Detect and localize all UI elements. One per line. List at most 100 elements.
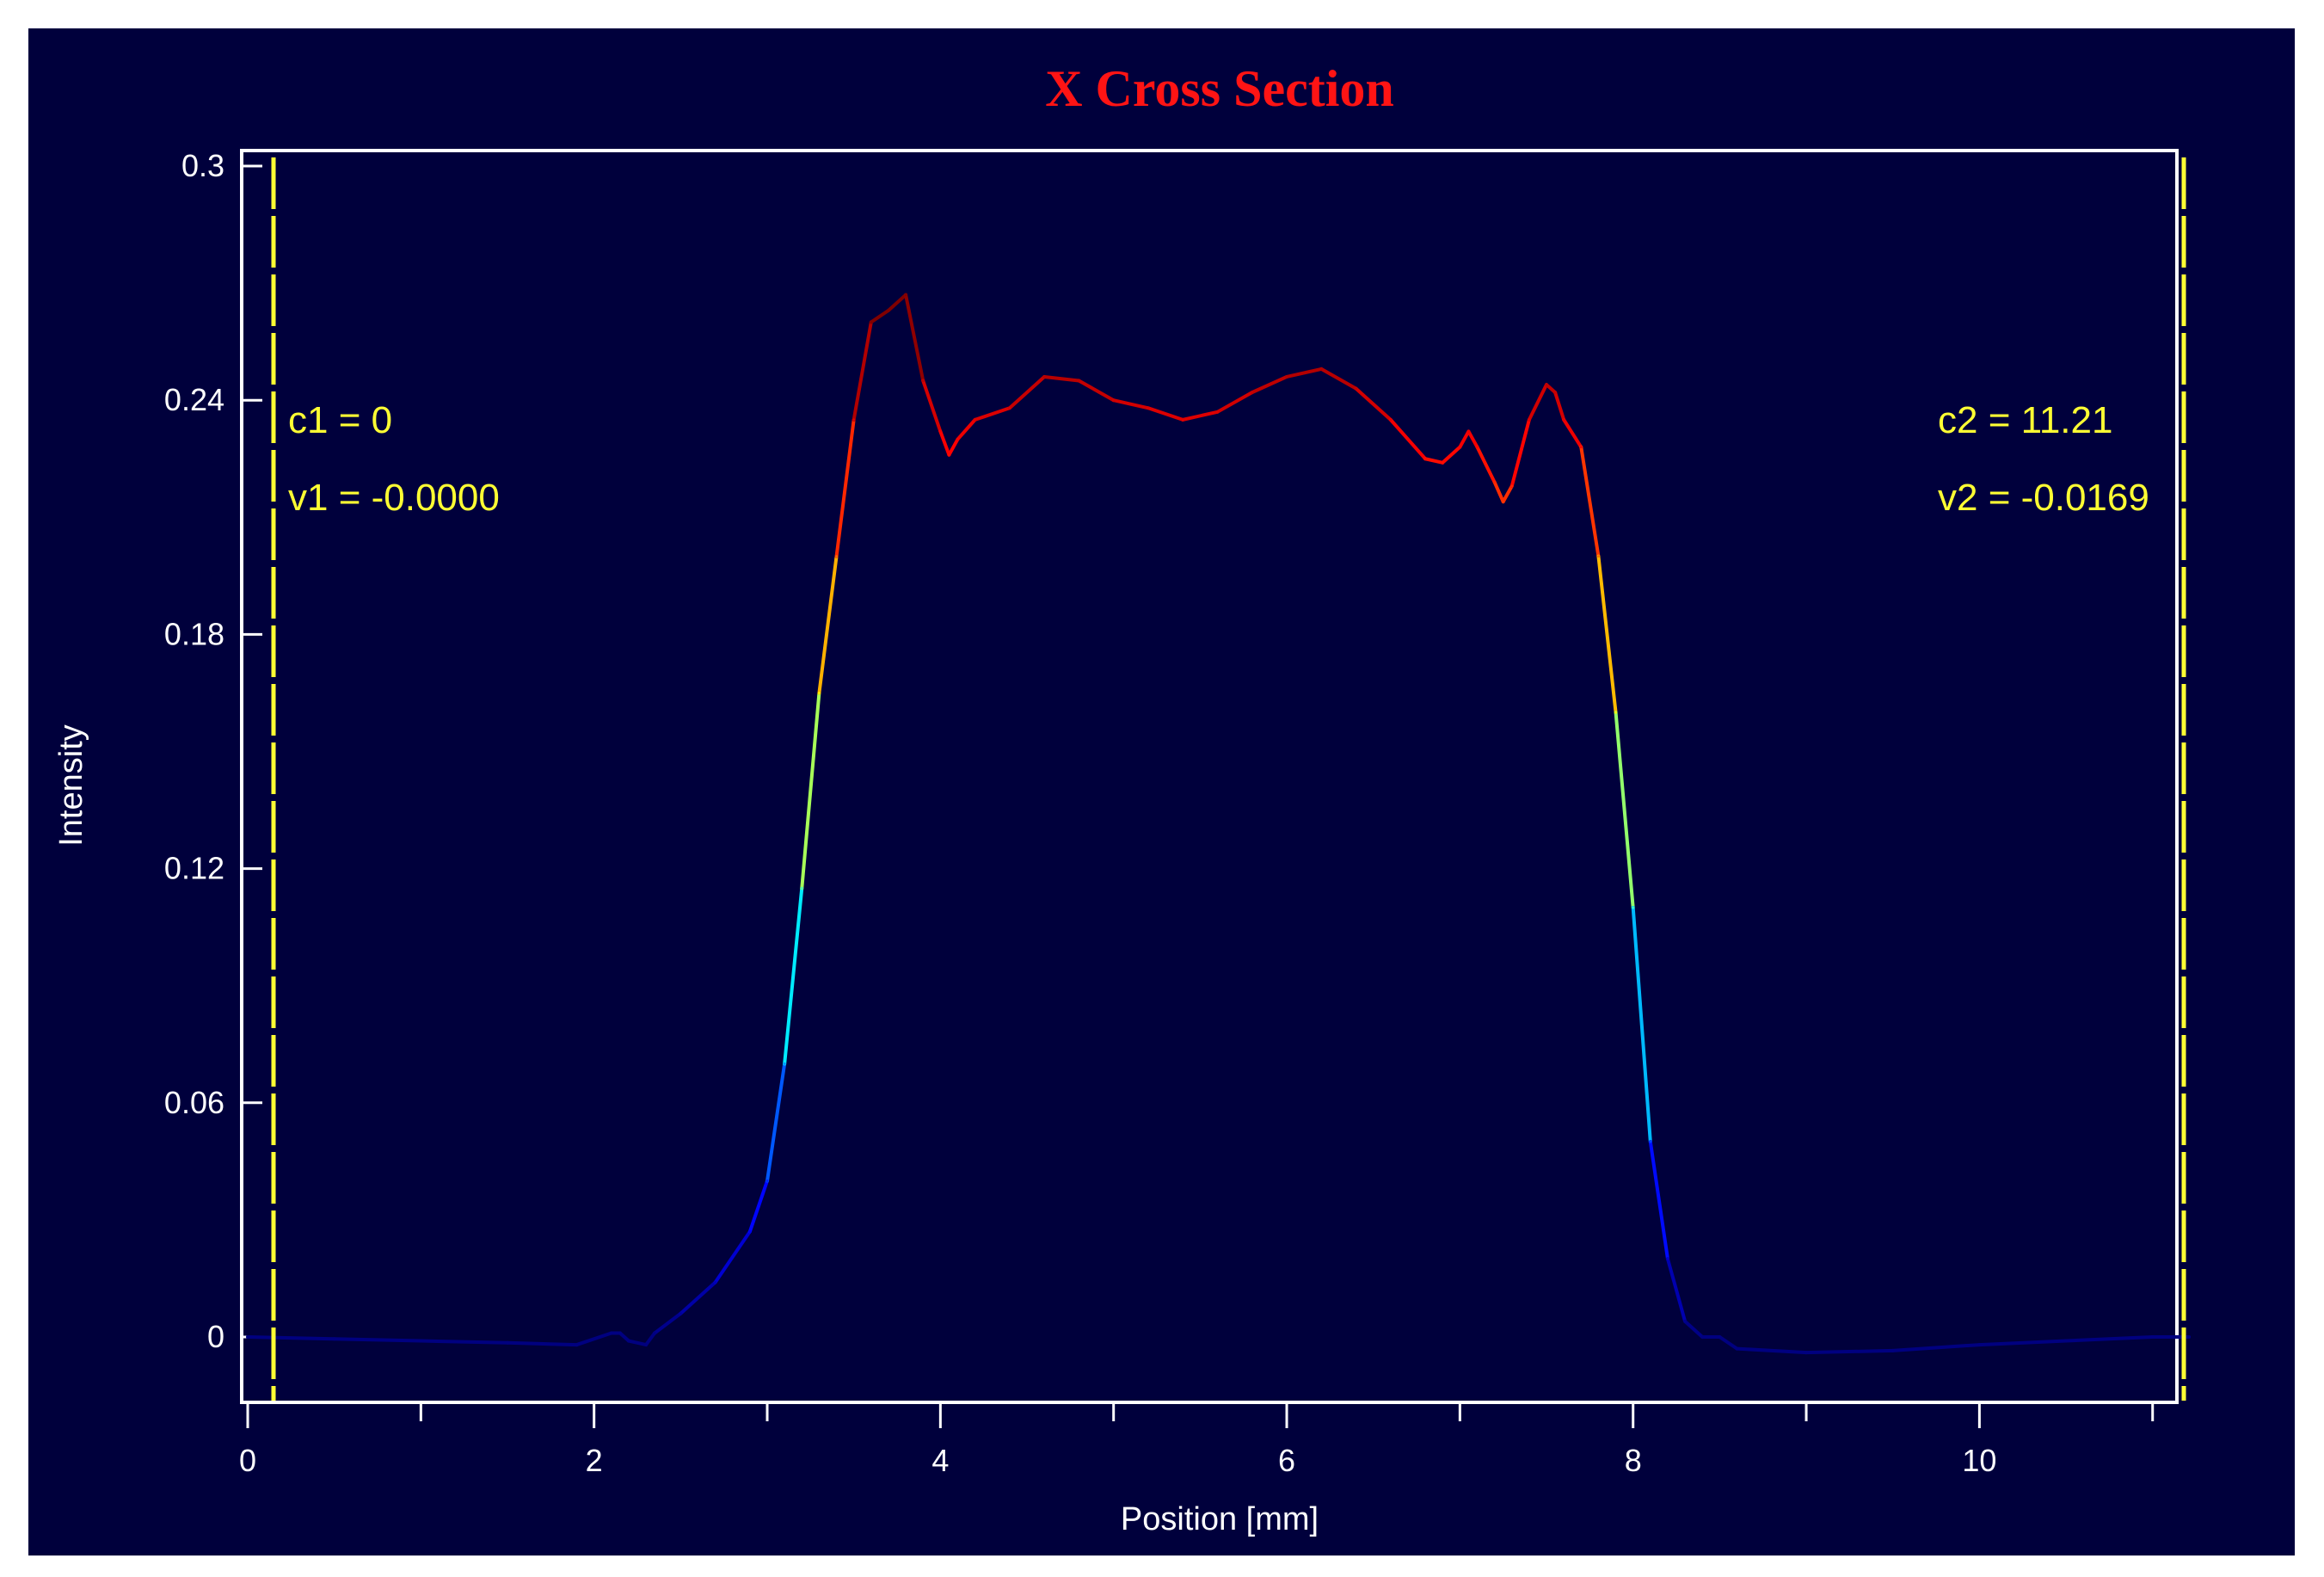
data-point	[1632, 906, 1635, 909]
cursor-c2-value-label: v2 = -0.0169	[1938, 477, 2149, 519]
series-segment	[653, 1311, 683, 1335]
series-segment	[886, 293, 908, 312]
series-segment	[1718, 1335, 1739, 1351]
series-segment	[419, 1339, 510, 1345]
series-segment	[1977, 1339, 2069, 1347]
series-segment	[1111, 398, 1150, 410]
data-point	[1510, 484, 1514, 488]
series-segment	[1553, 391, 1566, 422]
data-point	[748, 1230, 752, 1234]
x-tick-label: 6	[1278, 1443, 1295, 1478]
data-point	[575, 1343, 579, 1346]
y-axis: 0 0.06 0.12 0.18 0.24 0.3	[164, 148, 262, 1354]
data-point	[1736, 1347, 1739, 1351]
series-segment	[1285, 367, 1324, 379]
data-point	[852, 418, 856, 422]
data-point	[1977, 1343, 1981, 1346]
series-segment	[921, 379, 943, 434]
series-segment	[1250, 374, 1289, 395]
data-point	[956, 438, 959, 441]
data-point	[1666, 1257, 1669, 1260]
series-segment	[1665, 1257, 1688, 1323]
data-point	[644, 1343, 648, 1346]
data-point	[506, 1341, 509, 1345]
x-tick-label: 8	[1625, 1443, 1642, 1478]
y-axis-title: Intensity	[53, 724, 89, 847]
series-segment	[713, 1229, 752, 1284]
series-segment	[1509, 417, 1531, 489]
chart-title: X Cross Section	[1045, 60, 1394, 117]
data-point	[1596, 555, 1600, 558]
series-segment	[1077, 379, 1116, 403]
data-point	[1545, 383, 1548, 386]
intensity-series	[246, 293, 2191, 1355]
data-point	[1553, 391, 1557, 394]
series-segment	[1423, 457, 1445, 465]
series-segment	[783, 886, 804, 1066]
series-segment	[947, 437, 960, 457]
data-point	[679, 1312, 682, 1315]
data-point	[618, 1331, 622, 1334]
data-point	[904, 293, 907, 297]
data-point	[1804, 1351, 1808, 1354]
series-segment	[626, 1339, 649, 1347]
series-segment	[575, 1331, 613, 1347]
data-point	[1476, 446, 1479, 449]
series-segment	[1146, 406, 1185, 422]
series-segment	[1042, 374, 1081, 383]
series-segment	[246, 1335, 336, 1341]
data-point	[246, 1335, 249, 1339]
y-tick-label: 0.18	[164, 616, 224, 651]
series-segment	[1545, 383, 1558, 395]
series-segment	[765, 1062, 787, 1183]
data-point	[1008, 406, 1011, 410]
cursor-c1-position-label: c1 = 0	[288, 399, 392, 441]
series-segment	[1458, 429, 1471, 449]
data-point	[974, 418, 977, 422]
data-point	[1649, 1140, 1652, 1143]
data-point	[1042, 375, 1046, 379]
data-point	[947, 453, 950, 457]
series-segment	[1596, 554, 1618, 715]
data-point	[1683, 1320, 1687, 1323]
data-point	[1614, 711, 1618, 714]
series-segment	[1466, 429, 1479, 449]
series-segment	[1735, 1346, 1809, 1355]
data-point	[1319, 367, 1323, 371]
data-point	[817, 691, 821, 694]
x-tick-label: 4	[931, 1443, 949, 1478]
series-segment	[817, 554, 839, 695]
data-point	[1251, 391, 1254, 394]
series-segment	[904, 293, 925, 383]
series-segment	[1562, 417, 1583, 449]
cursor-c1-value-label: v1 = -0.0000	[288, 477, 500, 519]
data-point	[1700, 1335, 1704, 1339]
data-point	[2151, 1335, 2155, 1339]
data-point	[653, 1331, 656, 1334]
series-segment	[1501, 484, 1514, 504]
data-point	[1147, 406, 1150, 410]
data-point	[1891, 1349, 1895, 1352]
series-segment	[1614, 711, 1635, 909]
series-segment	[1319, 367, 1358, 391]
series-segment	[1215, 391, 1254, 414]
series-segment	[679, 1280, 717, 1315]
series-segment	[938, 429, 951, 457]
series-segment	[1683, 1319, 1705, 1339]
data-point	[1458, 446, 1461, 449]
x-tick-label: 2	[586, 1443, 603, 1478]
data-point	[765, 1180, 769, 1183]
chart-panel: X Cross Section 0 0.06 0.12 0.18 0.24 0.3 0 2 4…	[28, 28, 2295, 1555]
data-point	[938, 429, 942, 433]
data-point	[1215, 410, 1219, 414]
y-tick-label: 0.24	[164, 382, 224, 417]
series-segment	[869, 308, 890, 324]
series-segment	[1648, 1140, 1669, 1261]
y-tick-label: 0.12	[164, 851, 224, 886]
data-point	[1562, 418, 1565, 422]
data-point	[1423, 457, 1427, 460]
data-point	[1077, 379, 1080, 383]
data-point	[1718, 1335, 1721, 1339]
data-point	[2187, 1335, 2191, 1339]
x-axis: 0 2 4 6 8 10	[239, 1402, 2155, 1478]
